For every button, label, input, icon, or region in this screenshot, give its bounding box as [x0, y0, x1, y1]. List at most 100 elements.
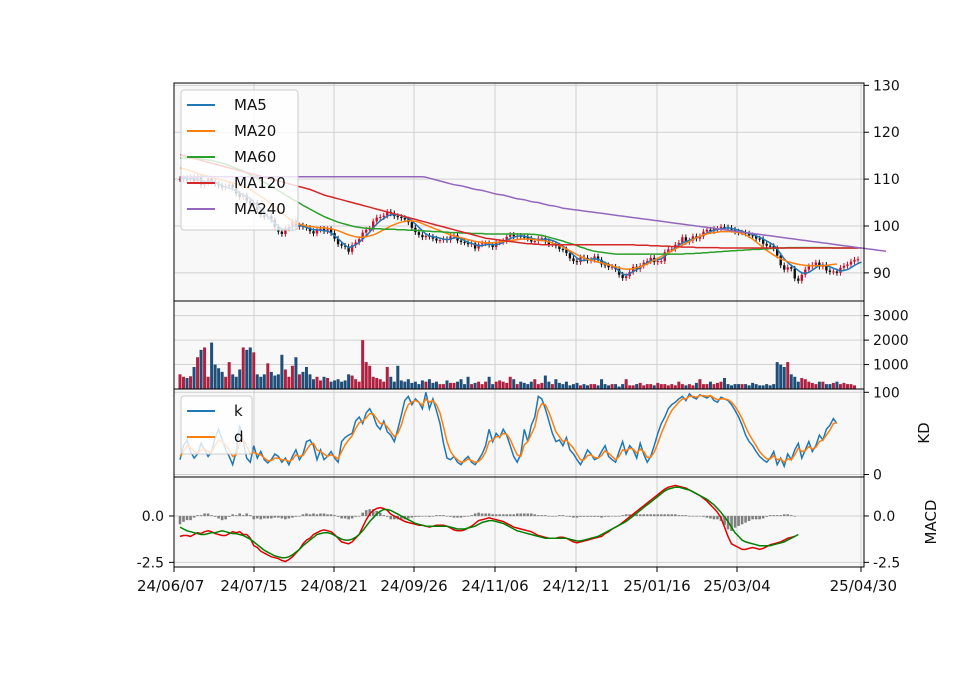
volume-bar [705, 384, 709, 389]
volume-bar [491, 384, 495, 389]
candle-body [776, 248, 779, 256]
macd-histogram-bar [638, 514, 642, 516]
volume-bar [494, 381, 498, 389]
volume-bar [621, 384, 625, 389]
volume-bar [852, 385, 856, 389]
macd-histogram-bar [744, 515, 747, 523]
candle-body [856, 259, 860, 261]
volume-bar [378, 379, 382, 389]
macd-histogram-bar [459, 515, 463, 518]
panel-background-kd [174, 389, 864, 477]
y-tick-label: 100 [873, 385, 900, 401]
volume-bar [557, 382, 561, 389]
macd-histogram-bar [659, 514, 663, 516]
macd-histogram-bar [463, 515, 466, 517]
volume-bar [234, 376, 238, 389]
candle-body [463, 241, 466, 243]
line-d [179, 394, 838, 464]
volume-bar [357, 381, 361, 389]
macd-histogram-bar [248, 515, 252, 516]
macd-histogram-bar [301, 514, 305, 516]
y-tick-label: 100 [873, 219, 900, 235]
macd-histogram-bar [385, 515, 389, 517]
macd-histogram-bar [487, 513, 491, 516]
volume-bar [715, 382, 719, 389]
candle-body [575, 261, 579, 263]
candle-body [530, 238, 533, 242]
volume-bar [199, 349, 203, 389]
volume-bar [438, 384, 442, 389]
macd-histogram-bar [677, 515, 681, 516]
candle-body [312, 231, 315, 234]
volume-bar [687, 384, 691, 389]
volume-bar [382, 381, 386, 389]
candle-body [375, 217, 378, 222]
candle-body [400, 217, 403, 219]
volume-bar [761, 385, 765, 389]
candle-body [649, 257, 652, 262]
candle-body [491, 244, 494, 248]
volume-bar [227, 362, 231, 389]
volume-bar [420, 380, 424, 389]
volume-bar [564, 381, 568, 389]
macd-histogram-bar [189, 515, 192, 521]
volume-bar [737, 384, 741, 389]
candle-body [600, 259, 603, 265]
macd-histogram-bar [217, 515, 220, 519]
candle-body [403, 218, 407, 220]
candle-body [424, 235, 428, 238]
volume-bar [600, 379, 604, 389]
volume-bar [821, 381, 825, 389]
volume-bar [273, 375, 277, 389]
macd-histogram-bar [442, 515, 445, 516]
macd-histogram-bar [185, 515, 189, 521]
macd-histogram-bar [470, 515, 473, 516]
macd-histogram-bar [315, 514, 319, 516]
volume-bar [526, 384, 530, 389]
volume-bar [477, 381, 481, 389]
macd-histogram-bar [645, 514, 649, 516]
macd-histogram-bar [575, 515, 579, 518]
candle-body [624, 276, 628, 279]
macd-histogram-bar [544, 515, 547, 516]
volume-bar [824, 384, 828, 389]
macd-histogram-bar [772, 515, 775, 516]
candle-body [849, 261, 853, 265]
macd-histogram-bar [333, 515, 336, 516]
macd-histogram-bar [558, 515, 561, 516]
macd-histogram-bar [572, 515, 575, 518]
macd-histogram-bar [551, 515, 554, 517]
volume-bar [835, 381, 839, 389]
macd-histogram-bar [695, 515, 698, 517]
macd-histogram-bar [635, 514, 638, 516]
volume-bar [505, 382, 509, 389]
x-tick-label: 24/09/26 [380, 577, 447, 595]
volume-bar [744, 384, 748, 389]
candle-body [610, 266, 614, 268]
volume-bar [673, 385, 677, 389]
macd-histogram-bar [649, 514, 653, 516]
candle-body [372, 221, 375, 229]
x-tick-label: 24/11/06 [461, 577, 528, 595]
macd-histogram-bar [607, 515, 610, 517]
macd-histogram-bar [579, 515, 582, 517]
candle-body [797, 278, 800, 281]
kd-legend: kd [180, 395, 253, 455]
macd-histogram-bar [751, 515, 754, 520]
volume-bar [701, 384, 705, 389]
volume-bar [617, 386, 621, 389]
x-tick-label: 24/12/11 [542, 577, 609, 595]
volume-bar [817, 381, 821, 389]
volume-bar [515, 384, 519, 389]
macd-histogram-bar [319, 513, 322, 516]
candle-body [607, 265, 610, 268]
macd-histogram-bar [522, 513, 526, 516]
macd-histogram-bar [305, 513, 308, 516]
volume-bar [519, 381, 523, 389]
macd-histogram-bar [312, 513, 315, 516]
macd-histogram-bar [308, 514, 312, 516]
macd-histogram-bar [220, 515, 224, 521]
volume-bar [571, 384, 575, 389]
candle-body [751, 235, 754, 237]
